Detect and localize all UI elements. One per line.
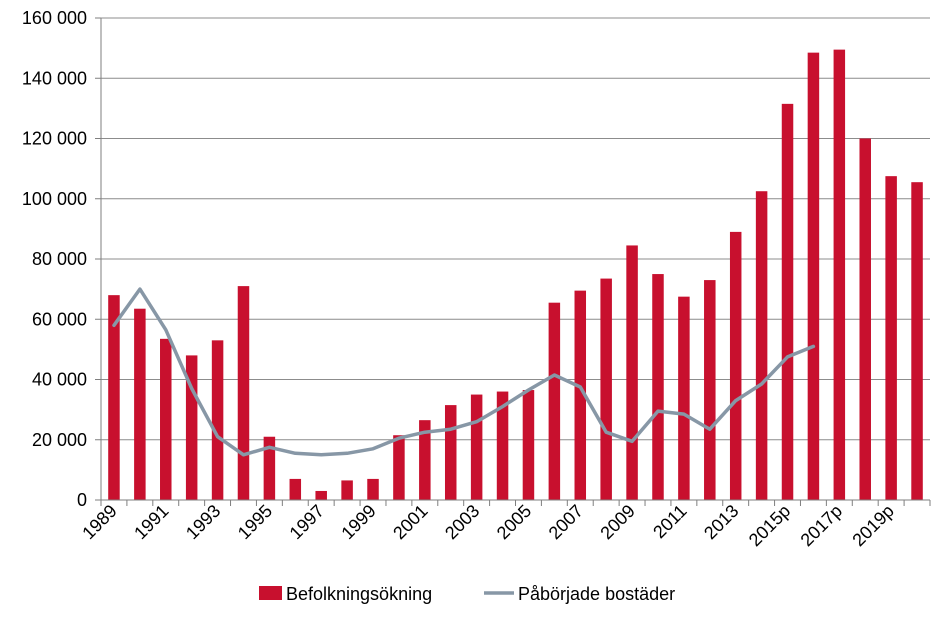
bar bbox=[859, 138, 871, 500]
y-tick-label: 120 000 bbox=[22, 129, 87, 149]
bar bbox=[652, 274, 664, 500]
bar bbox=[367, 478, 379, 500]
bar bbox=[833, 49, 846, 500]
y-tick-label: 160 000 bbox=[22, 8, 87, 28]
y-tick-label: 100 000 bbox=[22, 189, 87, 209]
x-tick-label: 2011 bbox=[649, 501, 691, 543]
bar bbox=[134, 308, 146, 500]
bar bbox=[704, 280, 716, 500]
y-tick-label: 20 000 bbox=[32, 430, 87, 450]
bar bbox=[289, 478, 302, 500]
bar bbox=[729, 231, 742, 500]
line-series bbox=[112, 287, 816, 457]
legend-label-line: Påbörjade bostäder bbox=[518, 584, 675, 604]
x-tick-label: 2009 bbox=[596, 501, 638, 543]
x-tick-label: 2019p bbox=[848, 501, 898, 551]
bar bbox=[781, 103, 794, 500]
bar bbox=[315, 490, 327, 500]
bar bbox=[755, 191, 768, 500]
x-tick-label: 2007 bbox=[545, 501, 587, 543]
x-tick-label: 2015p bbox=[745, 501, 795, 551]
legend-swatch-bar bbox=[259, 586, 282, 600]
bar bbox=[393, 435, 405, 500]
y-tick-label: 140 000 bbox=[22, 68, 87, 88]
bar bbox=[160, 338, 172, 500]
x-tick-label: 1997 bbox=[286, 501, 328, 543]
bar bbox=[341, 480, 353, 500]
x-tick-label: 2017p bbox=[797, 501, 847, 551]
x-tick-label: 2013 bbox=[700, 501, 742, 543]
bar bbox=[522, 390, 535, 500]
y-tick-label: 40 000 bbox=[32, 370, 87, 390]
bar bbox=[678, 296, 690, 500]
legend-label-bar: Befolkningsökning bbox=[286, 584, 432, 604]
y-axis-tick-labels: 0 20 000 40 000 60 000 80 000 100 000 120 000 1… bbox=[22, 8, 87, 510]
bar bbox=[574, 290, 587, 500]
legend: Befolkningsökning Påbörjade bostäder bbox=[259, 584, 675, 604]
bar bbox=[237, 286, 250, 500]
gridlines bbox=[101, 17, 930, 441]
bar-series bbox=[108, 49, 923, 501]
bar bbox=[626, 245, 638, 500]
x-tick-label: 2003 bbox=[441, 501, 483, 543]
bar bbox=[807, 52, 820, 501]
bar bbox=[600, 278, 612, 500]
y-tick-label: 60 000 bbox=[32, 309, 87, 329]
x-tick-label: 1999 bbox=[337, 501, 379, 543]
line-path bbox=[112, 287, 816, 457]
x-tick-label: 1991 bbox=[130, 501, 172, 543]
bar bbox=[470, 394, 483, 500]
x-tick-label: 1995 bbox=[234, 501, 276, 543]
y-tick-label: 0 bbox=[77, 490, 87, 510]
bar bbox=[548, 302, 561, 500]
bar bbox=[911, 182, 923, 500]
x-axis-tick-labels: 1989 1991 1993 1995 1997 1999 2001 2003 2005 2007… bbox=[78, 501, 898, 551]
bar bbox=[211, 340, 224, 500]
x-tick-label: 2005 bbox=[493, 501, 535, 543]
bar bbox=[444, 405, 457, 500]
x-tick-label: 2001 bbox=[389, 501, 431, 543]
bar bbox=[185, 355, 198, 500]
x-tick-label: 1993 bbox=[182, 501, 224, 543]
bar bbox=[419, 420, 431, 500]
bar bbox=[496, 391, 509, 500]
y-tick-label: 80 000 bbox=[32, 249, 87, 269]
axes bbox=[95, 17, 931, 506]
bar bbox=[263, 436, 276, 500]
bar bbox=[885, 176, 897, 500]
bar bbox=[108, 295, 120, 500]
